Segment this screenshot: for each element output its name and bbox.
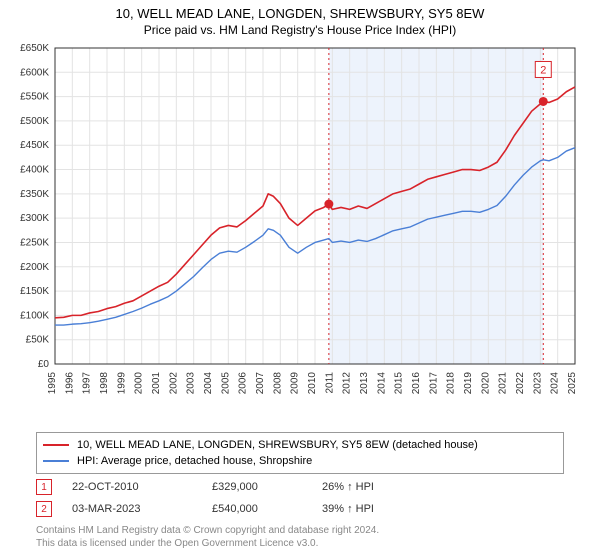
svg-text:1996: 1996 <box>64 372 75 395</box>
footer-line2: This data is licensed under the Open Gov… <box>36 537 379 550</box>
page-container: 10, WELL MEAD LANE, LONGDEN, SHREWSBURY,… <box>0 0 600 560</box>
svg-text:£100K: £100K <box>20 310 49 321</box>
svg-text:2008: 2008 <box>272 372 283 395</box>
svg-text:£200K: £200K <box>20 262 49 273</box>
svg-text:2011: 2011 <box>324 372 335 394</box>
svg-text:£600K: £600K <box>20 67 49 78</box>
svg-text:1997: 1997 <box>82 372 93 395</box>
marker-price: £540,000 <box>212 503 322 515</box>
title-line1: 10, WELL MEAD LANE, LONGDEN, SHREWSBURY,… <box>0 6 600 21</box>
legend-row: HPI: Average price, detached house, Shro… <box>43 453 557 469</box>
title-block: 10, WELL MEAD LANE, LONGDEN, SHREWSBURY,… <box>0 0 600 37</box>
svg-text:2022: 2022 <box>515 372 526 395</box>
svg-text:2015: 2015 <box>394 372 405 395</box>
svg-text:2006: 2006 <box>238 372 249 395</box>
svg-text:2017: 2017 <box>428 372 439 395</box>
svg-text:£400K: £400K <box>20 165 49 176</box>
svg-text:2012: 2012 <box>342 372 353 395</box>
footer: Contains HM Land Registry data © Crown c… <box>36 524 379 550</box>
marker-date: 03-MAR-2023 <box>72 503 212 515</box>
svg-text:2002: 2002 <box>168 372 179 395</box>
svg-text:2010: 2010 <box>307 372 318 395</box>
svg-text:2025: 2025 <box>567 372 578 395</box>
legend-row: 10, WELL MEAD LANE, LONGDEN, SHREWSBURY,… <box>43 437 557 453</box>
marker-number-box: 2 <box>36 501 52 517</box>
marker-row: 1 22-OCT-2010£329,00026% ↑ HPI <box>36 476 452 498</box>
svg-text:2019: 2019 <box>463 372 474 395</box>
legend: 10, WELL MEAD LANE, LONGDEN, SHREWSBURY,… <box>36 432 564 474</box>
svg-text:1999: 1999 <box>116 372 127 395</box>
legend-label: 10, WELL MEAD LANE, LONGDEN, SHREWSBURY,… <box>77 439 478 451</box>
svg-text:2: 2 <box>540 64 546 76</box>
legend-swatch <box>43 444 69 446</box>
svg-text:2007: 2007 <box>255 372 266 395</box>
svg-text:1995: 1995 <box>47 372 58 395</box>
svg-text:2000: 2000 <box>134 372 145 395</box>
marker-price: £329,000 <box>212 481 322 493</box>
svg-text:£500K: £500K <box>20 116 49 127</box>
svg-text:2014: 2014 <box>376 372 387 395</box>
chart: £0 £50K £100K £150K £200K £250K £300K £350K £400… <box>0 44 600 424</box>
svg-text:£250K: £250K <box>20 237 49 248</box>
svg-text:2018: 2018 <box>446 372 457 395</box>
svg-text:2023: 2023 <box>532 372 543 395</box>
marker-delta: 39% ↑ HPI <box>322 503 452 515</box>
svg-text:2013: 2013 <box>359 372 370 395</box>
svg-text:2020: 2020 <box>480 372 491 395</box>
svg-text:2001: 2001 <box>151 372 162 395</box>
title-line2: Price paid vs. HM Land Registry's House … <box>0 23 600 37</box>
svg-text:2003: 2003 <box>186 372 197 395</box>
svg-text:2009: 2009 <box>290 372 301 395</box>
marker-date: 22-OCT-2010 <box>72 481 212 493</box>
marker-number-box: 1 <box>36 479 52 495</box>
svg-text:2016: 2016 <box>411 372 422 395</box>
svg-text:£0: £0 <box>38 359 50 370</box>
marker-table: 1 22-OCT-2010£329,00026% ↑ HPI 2 03-MAR-202… <box>36 476 452 520</box>
legend-swatch <box>43 460 69 462</box>
svg-text:1998: 1998 <box>99 372 110 395</box>
marker-delta: 26% ↑ HPI <box>322 481 452 493</box>
svg-text:£550K: £550K <box>20 92 49 103</box>
svg-text:2004: 2004 <box>203 372 214 395</box>
svg-text:£150K: £150K <box>20 286 49 297</box>
svg-text:£300K: £300K <box>20 213 49 224</box>
chart-svg: £0 £50K £100K £150K £200K £250K £300K £350K £400… <box>0 44 600 424</box>
svg-text:2021: 2021 <box>498 372 509 395</box>
svg-text:£450K: £450K <box>20 140 49 151</box>
footer-line1: Contains HM Land Registry data © Crown c… <box>36 524 379 537</box>
svg-text:2024: 2024 <box>550 372 561 395</box>
svg-text:2005: 2005 <box>220 372 231 395</box>
legend-label: HPI: Average price, detached house, Shro… <box>77 455 312 467</box>
svg-text:£650K: £650K <box>20 44 49 54</box>
marker-row: 2 03-MAR-2023£540,00039% ↑ HPI <box>36 498 452 520</box>
svg-text:£50K: £50K <box>26 335 50 346</box>
svg-text:£350K: £350K <box>20 189 49 200</box>
